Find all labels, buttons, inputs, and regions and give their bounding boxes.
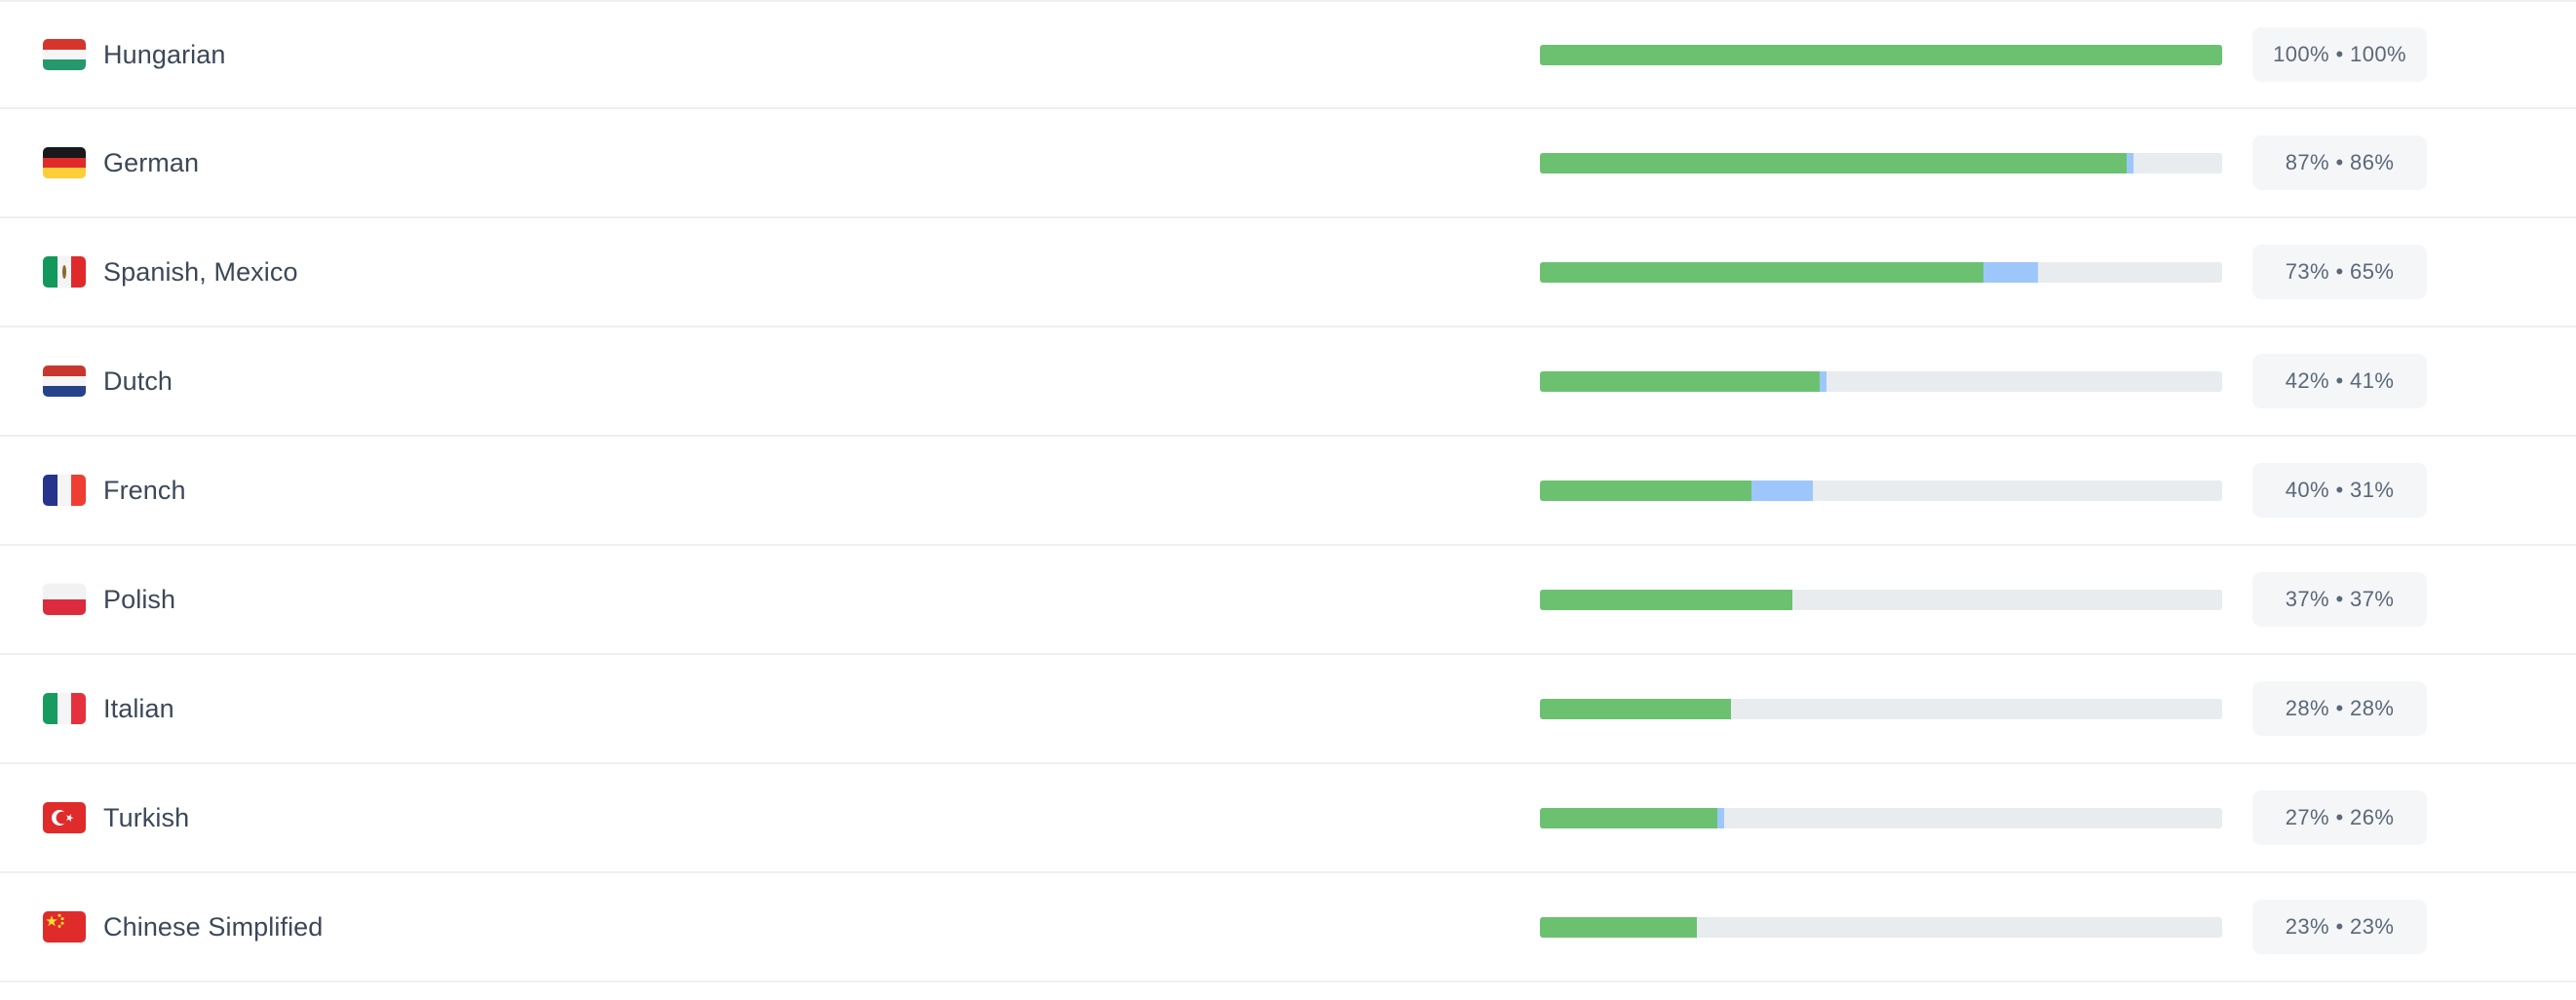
progress-cell [1540,916,2222,938]
language-name: Italian [103,693,174,723]
percentage-cell: 42% • 41% [2252,354,2427,408]
language-cell: Chinese Simplified [0,911,1540,942]
percentage-badge: 42% • 41% [2252,354,2427,408]
language-name: Polish [103,584,176,614]
language-row[interactable]: German 87% • 86% [0,109,2576,218]
percentage-badge: 28% • 28% [2252,681,2427,736]
progress-segment-translated [2127,152,2134,173]
flag-turkey-icon [43,802,86,833]
language-cell: Italian [0,693,1540,724]
percentage-badge: 37% • 37% [2252,572,2427,627]
progress-cell [1540,589,2222,610]
progress-bar[interactable] [1540,589,2222,610]
language-name: Hungarian [103,39,226,69]
language-cell: German [0,147,1540,178]
progress-bar[interactable] [1540,152,2222,173]
percentage-badge: 40% • 31% [2252,463,2427,518]
percentage-cell: 100% • 100% [2252,27,2427,82]
flag-netherlands-icon [43,365,86,397]
progress-segment-approved [1540,698,1731,719]
progress-cell [1540,480,2222,501]
flag-italy-icon [43,693,86,724]
progress-segment-approved [1540,152,2127,173]
progress-segment-translated [1751,480,1813,501]
percentage-cell: 28% • 28% [2252,681,2427,736]
percentage-cell: 23% • 23% [2252,900,2427,954]
percentage-badge: 87% • 86% [2252,135,2427,190]
language-name: Chinese Simplified [103,911,324,942]
progress-segment-approved [1540,261,1983,283]
progress-bar[interactable] [1540,480,2222,501]
flag-germany-icon [43,147,86,178]
percentage-cell: 73% • 65% [2252,245,2427,299]
language-row[interactable]: Spanish, Mexico 73% • 65% [0,218,2576,327]
language-cell: Spanish, Mexico [0,256,1540,288]
language-row[interactable]: French 40% • 31% [0,437,2576,546]
progress-bar[interactable] [1540,370,2222,392]
language-row[interactable]: Polish 37% • 37% [0,546,2576,655]
progress-cell [1540,261,2222,283]
progress-bar[interactable] [1540,807,2222,828]
flag-poland-icon [43,584,86,615]
progress-segment-approved [1540,44,2222,65]
progress-cell [1540,44,2222,65]
language-cell: Polish [0,584,1540,615]
language-name: French [103,475,186,505]
progress-segment-approved [1540,370,1820,392]
language-cell: French [0,475,1540,506]
percentage-badge: 27% • 26% [2252,790,2427,845]
language-row[interactable]: Hungarian 100% • 100% [0,0,2576,109]
language-cell: Turkish [0,802,1540,833]
progress-bar[interactable] [1540,44,2222,65]
progress-segment-approved [1540,916,1697,938]
language-name: Dutch [103,365,173,396]
progress-cell [1540,370,2222,392]
percentage-badge: 100% • 100% [2252,27,2427,82]
progress-bar[interactable] [1540,916,2222,938]
language-name: German [103,147,200,177]
progress-segment-translated [1820,370,1826,392]
percentage-cell: 37% • 37% [2252,572,2427,627]
language-name: Turkish [103,802,190,832]
language-row[interactable]: Italian 28% • 28% [0,655,2576,764]
percentage-cell: 87% • 86% [2252,135,2427,190]
progress-cell [1540,698,2222,719]
flag-mexico-icon [43,256,86,288]
percentage-badge: 23% • 23% [2252,900,2427,954]
percentage-badge: 73% • 65% [2252,245,2427,299]
progress-segment-approved [1540,589,1792,610]
language-cell: Hungarian [0,39,1540,70]
percentage-cell: 27% • 26% [2252,790,2427,845]
flag-china-icon [43,911,86,942]
progress-segment-approved [1540,807,1717,828]
progress-segment-approved [1540,480,1751,501]
language-row[interactable]: Dutch 42% • 41% [0,327,2576,437]
flag-hungary-icon [43,39,86,70]
progress-cell [1540,152,2222,173]
progress-bar[interactable] [1540,698,2222,719]
language-row[interactable]: Chinese Simplified 23% • 23% [0,873,2576,982]
progress-segment-translated [1717,807,1724,828]
percentage-cell: 40% • 31% [2252,463,2427,518]
language-cell: Dutch [0,365,1540,397]
progress-cell [1540,807,2222,828]
progress-bar[interactable] [1540,261,2222,283]
flag-france-icon [43,475,86,506]
language-name: Spanish, Mexico [103,256,298,287]
language-row[interactable]: Turkish 27% • 26% [0,764,2576,873]
progress-segment-translated [1983,261,2038,283]
